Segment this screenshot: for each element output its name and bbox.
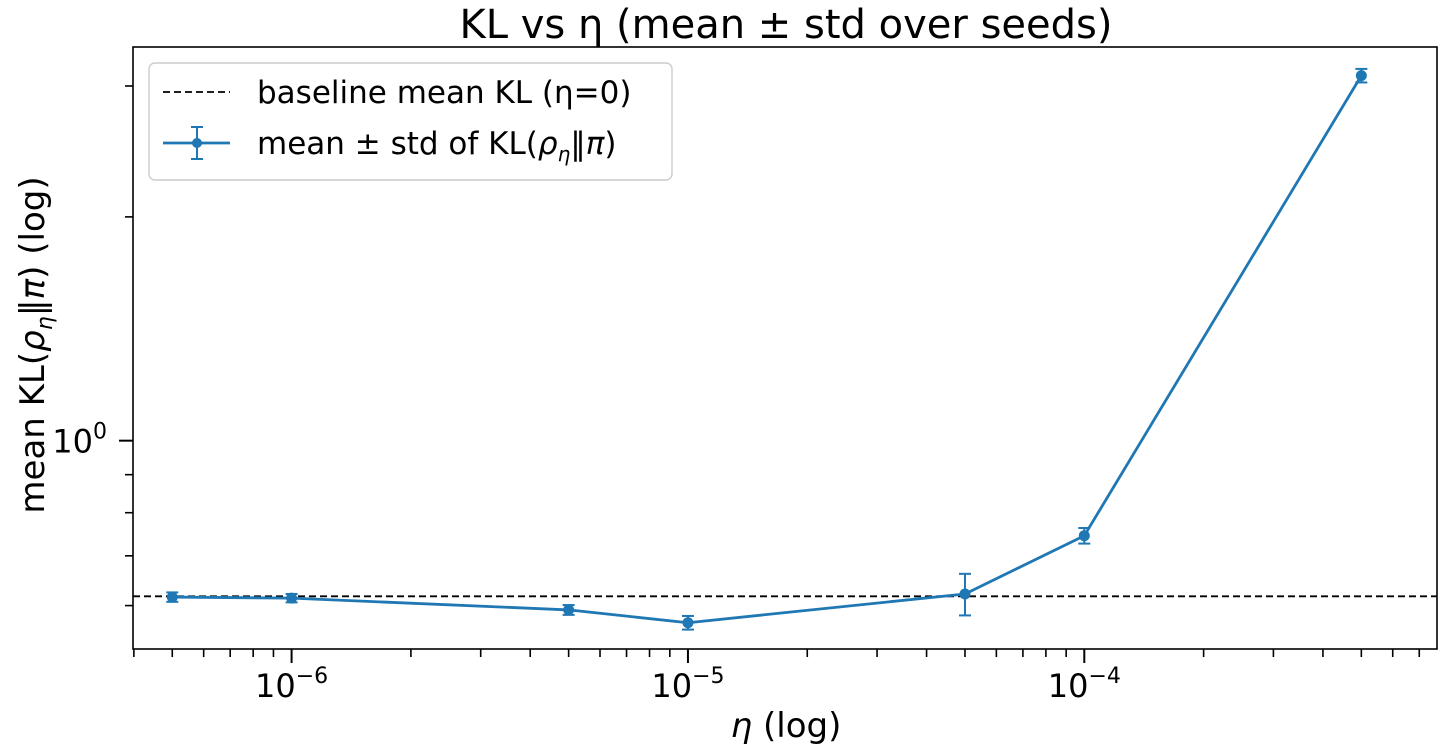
y-major-ticks: 100 — [52, 420, 133, 461]
x-tick-label: 10−4 — [1048, 664, 1121, 705]
x-major-ticks: 10−6 10−5 10−4 — [255, 649, 1121, 705]
data-point — [563, 604, 575, 616]
legend-series-marker — [192, 138, 202, 148]
data-point — [682, 617, 694, 629]
data-point — [1078, 530, 1090, 542]
x-axis-label: η (log) — [731, 706, 842, 746]
plot-frame — [132, 46, 1438, 650]
x-tick-label-exp: −6 — [296, 664, 328, 689]
data-point — [1355, 70, 1367, 82]
legend-frame — [148, 62, 673, 181]
y-tick-label: 100 — [52, 420, 107, 461]
data-point — [959, 588, 971, 600]
x-tick-label-exp: −4 — [1088, 664, 1120, 689]
x-tick-label: 10−5 — [651, 664, 724, 705]
legend-series-label: mean ± std of KL(ρη‖π) — [257, 126, 617, 166]
x-tick-label-base: 10 — [651, 667, 692, 705]
chart-title: KL vs η (mean ± std over seeds) — [460, 2, 1113, 48]
legend: baseline mean KL (η=0) mean ± std of KL(… — [148, 62, 673, 181]
x-tick-label: 10−6 — [255, 664, 328, 705]
x-minor-ticks — [133, 649, 1421, 657]
y-axis-label: mean KL(ρη‖π) (log) — [13, 176, 58, 513]
data-point — [286, 592, 298, 604]
x-tick-label-base: 10 — [255, 667, 296, 705]
x-tick-label-exp: −5 — [692, 664, 724, 689]
legend-baseline-label: baseline mean KL (η=0) — [257, 75, 631, 111]
legend-series-swatch — [163, 126, 230, 160]
y-tick-label-exp: 0 — [93, 420, 107, 445]
y-minor-ticks — [125, 85, 133, 607]
data-point — [166, 591, 178, 603]
series-markers — [166, 70, 1367, 629]
x-tick-label-base: 10 — [1048, 667, 1089, 705]
y-tick-label-base: 10 — [52, 423, 93, 461]
